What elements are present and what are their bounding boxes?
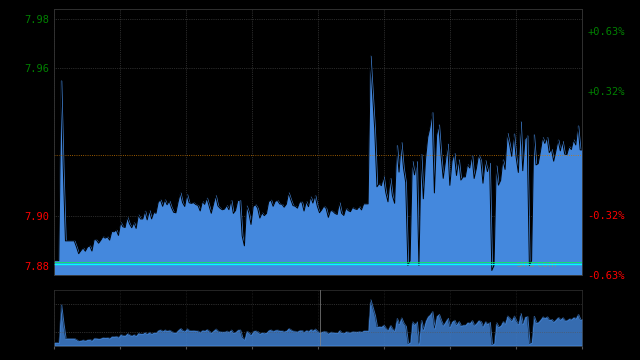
Text: sina.com: sina.com [516,260,557,269]
